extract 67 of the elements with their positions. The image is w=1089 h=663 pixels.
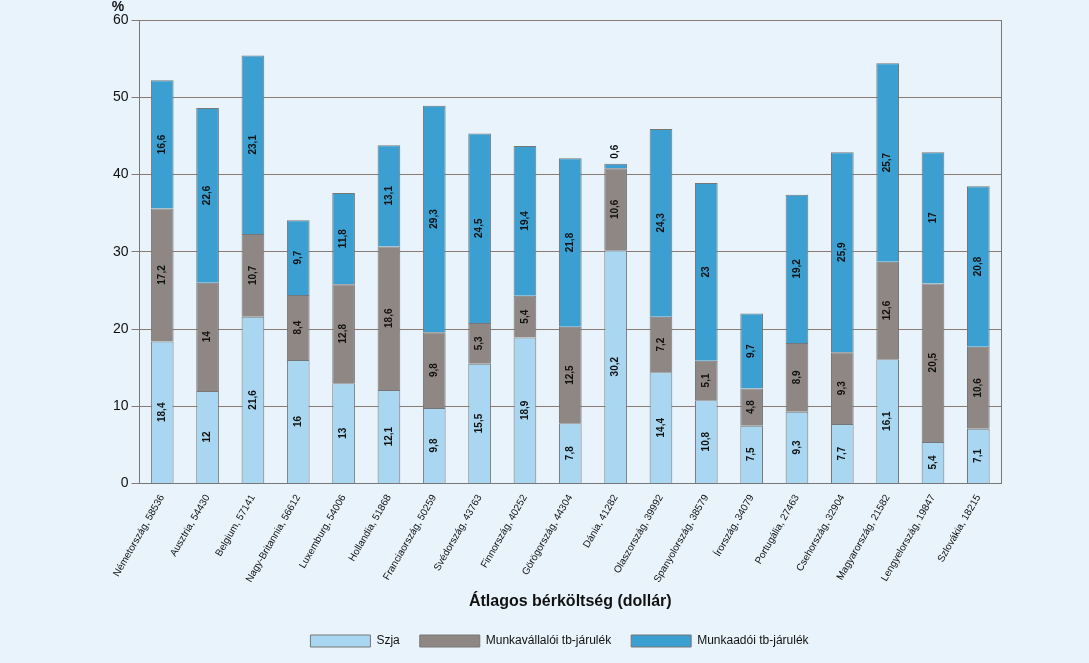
data-label: 10,8 [700, 431, 712, 452]
data-label: 13 [337, 427, 349, 439]
data-label: 29,3 [428, 208, 440, 229]
data-label: 14 [201, 330, 213, 343]
y-tick-label: 50 [112, 88, 129, 105]
data-label: 12,6 [881, 300, 893, 321]
data-label: 17,2 [155, 264, 167, 285]
data-label: 16 [292, 415, 304, 428]
data-label: 30,2 [609, 356, 621, 377]
data-label: 10,6 [609, 199, 621, 220]
data-label: 24,5 [473, 218, 485, 238]
y-tick-label: 40 [112, 165, 129, 182]
data-label: 12,5 [564, 364, 576, 385]
data-label: 20,5 [926, 352, 938, 373]
data-label: 9,7 [745, 343, 757, 359]
data-label: 22,6 [201, 185, 213, 206]
data-label: 5,4 [926, 455, 938, 470]
data-label: 18,4 [155, 402, 167, 423]
legend-label: Szja [376, 633, 401, 648]
data-label: 18,6 [382, 308, 394, 328]
data-label: 16,6 [155, 134, 167, 155]
data-label: 9,3 [790, 440, 802, 455]
data-label: 15,5 [473, 413, 485, 434]
x-axis-title: Átlagos bérköltség (dollár) [468, 590, 672, 609]
data-label: 25,7 [881, 152, 893, 173]
data-label: 7,8 [564, 445, 576, 461]
data-label: 12 [201, 431, 213, 443]
data-label: 16,1 [881, 411, 893, 431]
data-label: 0,6 [609, 144, 621, 159]
legend-label: Munkavállalói tb-járulék [485, 633, 613, 648]
data-label: 21,8 [564, 232, 576, 253]
y-tick-label: 10 [112, 397, 129, 414]
data-label: 9,3 [836, 380, 848, 396]
data-label: 14,4 [654, 417, 666, 438]
data-label: 17 [926, 211, 938, 224]
data-label: 18,9 [518, 400, 530, 421]
y-tick-label: 30 [112, 242, 129, 259]
data-label: 9,8 [428, 362, 440, 377]
y-tick-label: 0 [120, 474, 129, 491]
data-label: 4,8 [745, 399, 757, 415]
data-label: 12,8 [337, 323, 349, 344]
data-label: 8,4 [292, 320, 304, 335]
data-label: 12,1 [382, 426, 394, 447]
data-label: 21,6 [246, 389, 258, 410]
y-tick-label: 20 [112, 319, 129, 336]
data-label: 7,5 [745, 447, 757, 462]
data-label: 5,1 [700, 373, 712, 388]
data-label: 9,8 [428, 438, 440, 453]
data-label: 10,7 [246, 265, 258, 286]
data-label: 20,8 [972, 256, 984, 277]
data-label: 11,8 [337, 228, 349, 249]
legend-label: Munkaadói tb-járulék [697, 633, 810, 648]
data-label: 7,1 [972, 448, 984, 463]
data-label: 23 [700, 265, 712, 278]
data-label: 24,3 [654, 212, 666, 233]
data-label: 8,9 [790, 369, 802, 385]
data-label: 10,6 [972, 377, 984, 398]
data-label: 5,3 [473, 335, 485, 351]
data-label: 25,9 [836, 242, 848, 262]
data-label: 23,1 [246, 134, 258, 155]
data-label: 19,2 [790, 258, 802, 279]
data-label: 5,4 [518, 309, 530, 324]
data-label: 13,1 [382, 185, 394, 206]
data-label: 7,7 [836, 446, 848, 461]
data-label: 19,4 [518, 210, 530, 231]
data-label: 7,2 [654, 337, 666, 352]
data-label: 9,7 [292, 250, 304, 265]
